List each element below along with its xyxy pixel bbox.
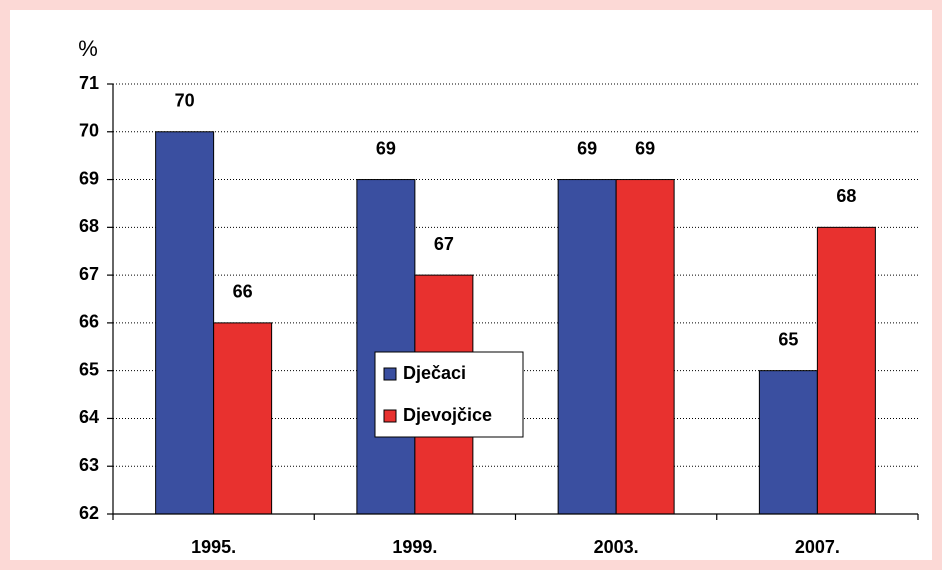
data-label: 65 bbox=[778, 329, 798, 349]
bar bbox=[155, 131, 215, 515]
data-label: 69 bbox=[635, 138, 655, 158]
legend-swatch bbox=[383, 367, 397, 381]
bar bbox=[615, 179, 675, 515]
y-tick-label: 62 bbox=[79, 503, 99, 523]
bar bbox=[557, 179, 617, 515]
y-tick-label: 71 bbox=[79, 73, 99, 93]
y-tick-label: 68 bbox=[79, 216, 99, 236]
data-label: 69 bbox=[376, 138, 396, 158]
data-label: 69 bbox=[577, 138, 597, 158]
y-tick-label: 64 bbox=[79, 407, 99, 427]
x-tick-label: 1999. bbox=[392, 537, 437, 557]
legend-swatch bbox=[383, 409, 397, 423]
x-tick-label: 1995. bbox=[191, 537, 236, 557]
legend-box bbox=[374, 351, 524, 438]
y-axis-label: % bbox=[78, 36, 98, 61]
x-tick-label: 2007. bbox=[795, 537, 840, 557]
data-label: 70 bbox=[175, 91, 195, 111]
legend-label: Djevojčice bbox=[403, 405, 492, 425]
y-tick-label: 65 bbox=[79, 359, 99, 379]
data-label: 66 bbox=[233, 282, 253, 302]
data-label: 68 bbox=[836, 186, 856, 206]
bar bbox=[356, 179, 416, 515]
y-tick-label: 69 bbox=[79, 168, 99, 188]
y-tick-label: 66 bbox=[79, 312, 99, 332]
legend-label: Dječaci bbox=[403, 363, 466, 383]
x-tick-label: 2003. bbox=[594, 537, 639, 557]
bar bbox=[213, 322, 273, 515]
y-tick-label: 63 bbox=[79, 455, 99, 475]
data-label: 67 bbox=[434, 234, 454, 254]
y-tick-label: 67 bbox=[79, 264, 99, 284]
bar bbox=[816, 226, 876, 515]
bar bbox=[758, 370, 818, 515]
y-tick-label: 70 bbox=[79, 121, 99, 141]
